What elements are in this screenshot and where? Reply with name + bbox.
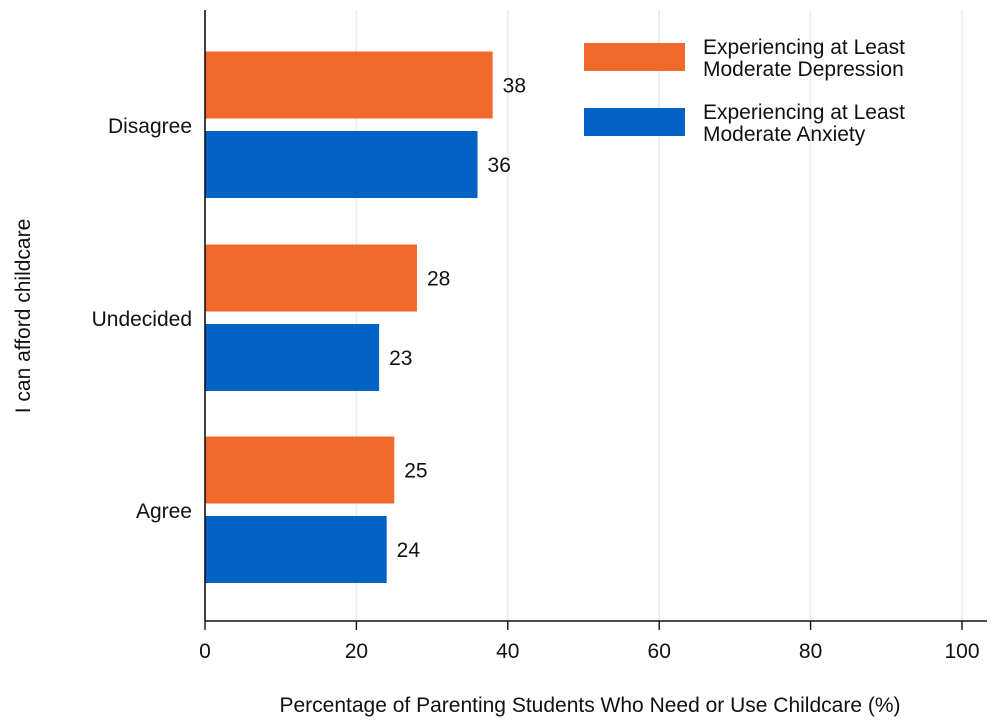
- x-tick-label: 20: [345, 640, 368, 663]
- data-label: 36: [488, 154, 511, 177]
- y-axis-title: I can afford childcare: [12, 219, 35, 414]
- legend-swatch: [584, 108, 685, 136]
- legend-swatch: [584, 43, 685, 71]
- bar: [205, 324, 380, 391]
- legend-label: Moderate Depression: [703, 58, 904, 81]
- data-label: 38: [503, 75, 526, 98]
- bars: [205, 51, 493, 583]
- category-label: Disagree: [108, 115, 192, 138]
- category-label: Undecided: [92, 308, 192, 331]
- x-tick-label: 100: [944, 640, 979, 663]
- x-tick-label: 80: [799, 640, 822, 663]
- legend-label: Experiencing at Least: [703, 36, 905, 59]
- bar: [205, 51, 493, 119]
- x-axis-title: Percentage of Parenting Students Who Nee…: [280, 694, 901, 717]
- bar: [205, 516, 387, 583]
- x-ticks: 0 20 40 60 80 100: [199, 621, 980, 663]
- data-label: 25: [404, 460, 427, 483]
- legend-label: Experiencing at Least: [703, 101, 905, 124]
- x-tick-label: 40: [496, 640, 519, 663]
- data-label: 24: [397, 539, 421, 562]
- category-label: Agree: [136, 500, 192, 523]
- data-label: 23: [389, 347, 412, 370]
- category-labels: Disagree Undecided Agree: [92, 115, 192, 523]
- data-labels: 38 36 28 23 25 24: [389, 75, 526, 563]
- bar: [205, 131, 478, 198]
- bar: [205, 436, 395, 504]
- legend-label: Moderate Anxiety: [703, 123, 866, 146]
- x-tick-label: 60: [648, 640, 671, 663]
- bar: [205, 244, 417, 312]
- data-label: 28: [427, 268, 450, 291]
- x-tick-label: 0: [199, 640, 211, 663]
- axes: [204, 10, 987, 622]
